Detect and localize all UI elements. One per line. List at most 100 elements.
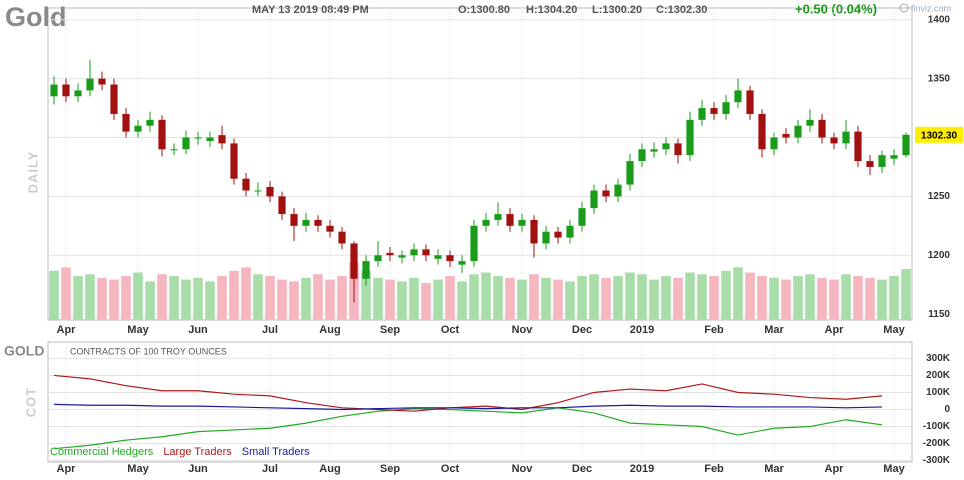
volume-bar	[445, 276, 455, 320]
candle-body	[158, 119, 166, 150]
y-tick-label: 100K	[926, 387, 951, 398]
volume-bar	[73, 276, 83, 320]
candle-body	[314, 219, 322, 226]
candle-body	[62, 84, 70, 97]
candle-body	[542, 231, 550, 244]
candle-body	[302, 219, 310, 226]
volume-bar	[229, 270, 239, 320]
low-label: L:1300.20	[592, 4, 642, 16]
candle-body	[842, 131, 850, 144]
candle-body	[590, 190, 598, 209]
volume-bar	[721, 270, 731, 320]
x-tick-label: 2019	[630, 463, 654, 475]
x-tick-label: Jun	[188, 324, 208, 336]
candle-body	[278, 196, 286, 215]
volume-bar	[409, 277, 419, 320]
y-tick-label: -200K	[923, 438, 951, 449]
volume-bar	[301, 277, 311, 320]
candle-body	[794, 125, 802, 138]
volume-bar	[85, 274, 95, 320]
volume-bar	[289, 281, 299, 320]
last-price-tag	[915, 126, 963, 143]
x-tick-label: Sep	[380, 324, 400, 336]
candle-body	[614, 184, 622, 197]
y-tick-label: 1150	[928, 309, 950, 320]
candle-body	[902, 134, 910, 156]
candle-body	[806, 119, 814, 126]
price-frame	[47, 7, 913, 321]
series-line	[53, 403, 883, 411]
legend-entry: Large Traders	[163, 446, 232, 458]
volume-bar	[889, 276, 899, 320]
volume-bar	[373, 277, 383, 320]
volume-bar	[697, 274, 707, 320]
volume-bar	[49, 270, 59, 320]
series-line	[53, 374, 883, 412]
x-tick-label: Apr	[57, 463, 77, 475]
volume-bar	[685, 272, 695, 320]
x-tick-label: Apr	[825, 324, 845, 336]
x-tick-label: Apr	[825, 463, 845, 475]
source: finviz.com	[911, 3, 951, 13]
x-tick-label: 2019	[630, 324, 654, 336]
volume-bar	[541, 277, 551, 320]
candle-body	[266, 186, 274, 197]
y-tick-label: -300K	[923, 455, 951, 466]
volume-bar	[205, 281, 215, 320]
volume-bar	[265, 276, 275, 320]
volume-bar	[781, 279, 791, 320]
candle-body	[326, 225, 334, 232]
open-label: O:1300.80	[458, 4, 510, 16]
volume-bar	[337, 276, 347, 320]
volume-bar	[253, 274, 263, 320]
x-tick-label: May	[883, 324, 905, 336]
candle-body	[566, 225, 574, 238]
volume-bar	[565, 281, 575, 320]
volume-bar	[241, 267, 251, 320]
candle-body	[134, 125, 142, 132]
x-tick-label: Jul	[262, 463, 278, 475]
candle-body	[386, 252, 394, 256]
candle-body	[710, 108, 718, 114]
y-tick-label: 1350	[928, 73, 951, 84]
volume-bar	[385, 279, 395, 320]
volume-bar	[157, 274, 167, 320]
volume-bar	[217, 276, 227, 320]
close-label: C:1302.30	[656, 4, 707, 16]
candle-body	[638, 149, 646, 162]
volume-bar	[853, 276, 863, 320]
candle-body	[242, 178, 250, 191]
candle-body	[518, 219, 526, 226]
legend-entry: Commercial Hedgers	[50, 446, 154, 458]
volume-bar	[133, 272, 143, 320]
source-icon	[899, 3, 909, 13]
candle-body	[98, 78, 106, 85]
candle-body	[254, 190, 262, 192]
x-tick-label: Apr	[57, 324, 77, 336]
candle-body	[602, 190, 610, 197]
candle-body	[554, 231, 562, 238]
volume-bar	[97, 277, 107, 320]
cot-y-axis-label: COT	[23, 387, 38, 417]
x-tick-label: Aug	[319, 324, 340, 336]
volume-bar	[193, 277, 203, 320]
candle-body	[86, 78, 94, 91]
candle-body	[746, 90, 754, 114]
volume-bar	[529, 274, 539, 320]
candle-body	[50, 84, 58, 97]
volume-bar	[169, 276, 179, 320]
change-label: +0.50 (0.04%)	[795, 1, 877, 16]
candle-body	[434, 255, 442, 259]
candle-body	[362, 261, 370, 279]
candle-body	[194, 137, 202, 139]
date: MAY 13 2019 08:49 PM	[252, 4, 369, 16]
y-tick-label: -100K	[923, 421, 951, 432]
candle-body	[758, 113, 766, 150]
volume-bar	[877, 279, 887, 320]
candle-body	[890, 155, 898, 159]
volume-bar	[769, 277, 779, 320]
volume-bar	[865, 277, 875, 320]
volume-bar	[61, 267, 71, 320]
volume-bar	[397, 281, 407, 320]
x-tick-label: May	[127, 463, 149, 475]
